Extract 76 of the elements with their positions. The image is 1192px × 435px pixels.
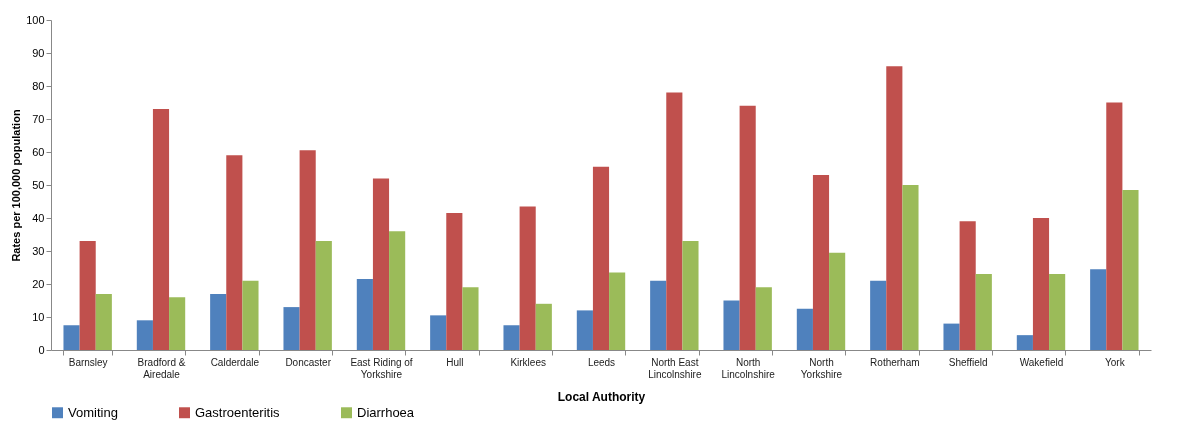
bar bbox=[666, 92, 683, 350]
bar bbox=[959, 221, 976, 350]
x-tick-label: North Yorkshire bbox=[800, 356, 843, 380]
y-tick-label: 40 bbox=[32, 211, 45, 224]
legend-label: Vomiting bbox=[68, 404, 118, 420]
x-tick-label: Kirklees bbox=[510, 356, 546, 368]
y-tick-label: 60 bbox=[32, 145, 45, 158]
y-axis-title: Rates per 100,000 population bbox=[10, 109, 23, 262]
bar bbox=[372, 178, 390, 350]
legend-label: Diarrhoea bbox=[357, 404, 415, 420]
bar bbox=[682, 241, 699, 350]
bar bbox=[812, 175, 830, 350]
x-axis-title: Local Authority bbox=[557, 389, 646, 404]
bar bbox=[609, 272, 626, 350]
y-tick-label: 30 bbox=[32, 244, 45, 257]
x-tick-label: North Lincolnshire bbox=[721, 356, 776, 380]
x-tick-label: York bbox=[1105, 356, 1126, 368]
bar bbox=[519, 206, 536, 350]
bar bbox=[755, 287, 772, 350]
bar bbox=[169, 297, 186, 350]
x-tick-label: Leeds bbox=[587, 356, 616, 368]
x-tick-label: Hull bbox=[446, 356, 464, 368]
y-tick-label: 70 bbox=[32, 112, 45, 125]
bar bbox=[152, 109, 170, 350]
x-tick-label: Rotherham bbox=[870, 356, 920, 368]
bar bbox=[356, 279, 373, 350]
bar bbox=[650, 280, 667, 350]
x-tick-label: Wakefield bbox=[1019, 356, 1064, 368]
bar bbox=[535, 303, 552, 350]
bar bbox=[576, 310, 593, 350]
bar bbox=[283, 307, 300, 350]
bar bbox=[503, 325, 520, 350]
bar bbox=[723, 300, 740, 350]
y-tick-label: 80 bbox=[32, 79, 45, 92]
bar bbox=[79, 241, 96, 350]
bar bbox=[886, 66, 903, 350]
y-tick-label: 20 bbox=[32, 277, 45, 290]
bar bbox=[462, 287, 479, 350]
bar bbox=[210, 293, 227, 350]
bar bbox=[1016, 335, 1033, 350]
bar bbox=[226, 155, 243, 350]
x-tick-label: East Riding of Yorkshire bbox=[350, 356, 413, 380]
bar bbox=[829, 252, 846, 350]
bar bbox=[1049, 274, 1066, 350]
bar bbox=[592, 166, 610, 350]
bar bbox=[1090, 269, 1107, 350]
bar bbox=[1106, 102, 1123, 350]
bar bbox=[63, 325, 80, 350]
x-tick-label: Calderdale bbox=[210, 356, 260, 368]
legend-label: Gastroenteritis bbox=[195, 404, 281, 420]
bar bbox=[136, 320, 153, 350]
x-tick-label: North East Lincolnshire bbox=[648, 356, 702, 380]
y-tick-label: 90 bbox=[32, 46, 45, 59]
bar bbox=[796, 308, 813, 350]
bar bbox=[870, 280, 887, 350]
x-tick-label: Sheffield bbox=[948, 356, 988, 368]
x-tick-label: Bradford & Airedale bbox=[137, 356, 186, 380]
bar bbox=[242, 280, 259, 350]
bar bbox=[299, 150, 316, 350]
bar bbox=[1032, 218, 1050, 350]
bar bbox=[430, 315, 447, 350]
bar bbox=[95, 293, 112, 350]
bar bbox=[446, 213, 463, 350]
y-tick-label: 50 bbox=[32, 178, 45, 191]
bar bbox=[975, 274, 992, 350]
bar bbox=[1122, 189, 1139, 350]
x-tick-label: Barnsley bbox=[68, 356, 108, 368]
y-tick-label: 10 bbox=[32, 310, 45, 323]
bar bbox=[902, 185, 919, 350]
bar bbox=[315, 241, 332, 350]
x-tick-label: Doncaster bbox=[285, 356, 332, 368]
bar bbox=[739, 105, 756, 350]
y-tick-label: 100 bbox=[26, 13, 45, 26]
y-tick-label: 0 bbox=[38, 343, 45, 356]
bar bbox=[389, 231, 406, 350]
bar bbox=[943, 323, 960, 350]
